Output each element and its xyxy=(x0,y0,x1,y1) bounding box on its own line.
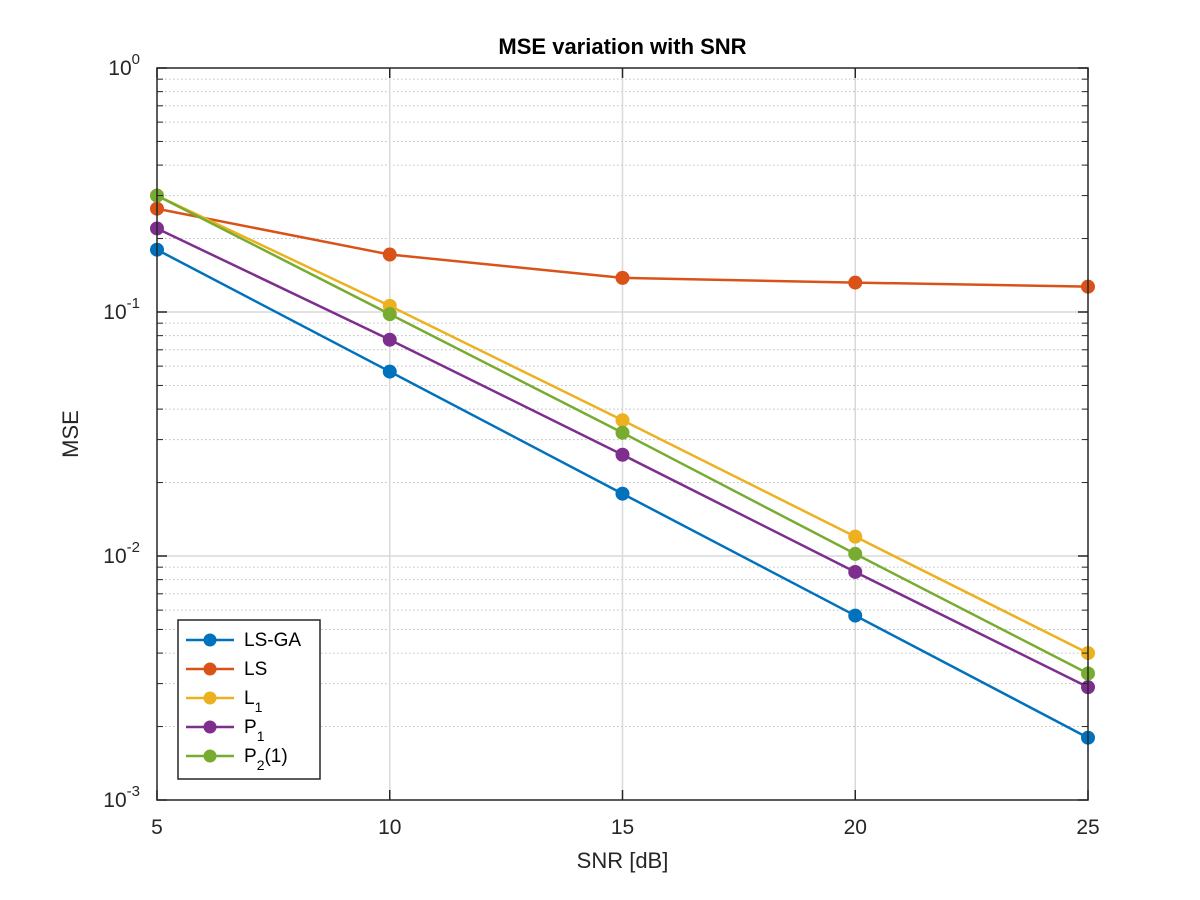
data-point-ls-ga xyxy=(615,486,630,501)
data-point-p2-1 xyxy=(848,546,863,561)
y-tick-label: 10-3 xyxy=(103,783,140,812)
legend-label-l1: L1 xyxy=(244,688,263,715)
legend-marker-l1 xyxy=(203,691,217,705)
legend-label-p1: P1 xyxy=(244,717,265,744)
data-point-p1 xyxy=(382,332,397,347)
x-axis-label: SNR [dB] xyxy=(577,848,669,873)
x-tick-label: 5 xyxy=(151,816,163,839)
x-tick-label: 20 xyxy=(844,816,867,839)
legend-label-ls-ga: LS-GA xyxy=(244,630,301,651)
data-point-p2-1 xyxy=(615,425,630,440)
y-tick-label: 100 xyxy=(108,51,140,80)
grid xyxy=(157,68,1088,800)
legend-marker-p2-1 xyxy=(203,749,217,763)
legend-marker-ls xyxy=(203,662,217,676)
legend-label-p2-1: P2(1) xyxy=(244,746,288,773)
legend-marker-p1 xyxy=(203,720,217,734)
axis-ticks: 10-3 10-2 10-1 100 5 10 15 20 25 xyxy=(103,51,1099,839)
y-tick-label: 10-1 xyxy=(103,295,140,324)
legend-label-ls: LS xyxy=(244,659,267,680)
x-tick-label: 10 xyxy=(378,816,401,839)
legend-box xyxy=(177,619,321,780)
data-point-ls xyxy=(615,270,630,285)
y-tick-label: 10-2 xyxy=(103,539,140,568)
x-tick-label: 25 xyxy=(1076,816,1099,839)
data-point-ls xyxy=(382,247,397,262)
data-point-p1 xyxy=(848,564,863,579)
data-point-ls xyxy=(848,275,863,290)
data-point-l1 xyxy=(848,529,863,544)
x-tick-label: 15 xyxy=(611,816,634,839)
data-point-p1 xyxy=(615,447,630,462)
data-point-ls-ga xyxy=(848,608,863,623)
data-point-l1 xyxy=(615,413,630,428)
legend-marker-ls-ga xyxy=(203,633,217,647)
y-axis-label: MSE xyxy=(58,410,83,458)
data-point-ls-ga xyxy=(382,364,397,379)
data-point-p2-1 xyxy=(382,307,397,322)
chart-title: MSE variation with SNR xyxy=(498,34,746,59)
